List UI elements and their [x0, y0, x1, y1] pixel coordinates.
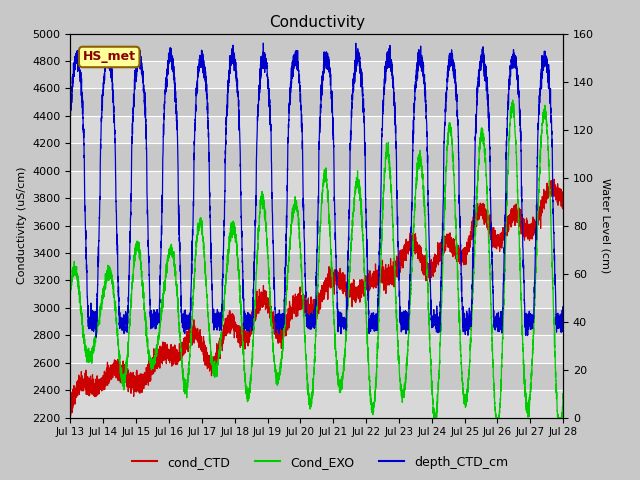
- Cond_EXO: [156, 324, 164, 330]
- depth_CTD_cm: [472, 117, 479, 123]
- depth_CTD_cm: [156, 273, 164, 279]
- depth_CTD_cm: [362, 225, 370, 230]
- depth_CTD_cm: [559, 323, 567, 328]
- depth_CTD_cm: [387, 57, 395, 62]
- Bar: [70, 308, 563, 336]
- Cond_EXO: [509, 97, 516, 103]
- cond_CTD: [67, 412, 74, 418]
- Bar: [70, 336, 563, 363]
- Bar: [70, 88, 563, 116]
- Text: HS_met: HS_met: [83, 50, 136, 63]
- Cond_EXO: [559, 391, 567, 396]
- depth_CTD_cm: [255, 83, 262, 88]
- Line: Cond_EXO: Cond_EXO: [70, 100, 563, 418]
- Line: cond_CTD: cond_CTD: [70, 179, 563, 415]
- Bar: [70, 34, 563, 61]
- Line: depth_CTD_cm: depth_CTD_cm: [70, 43, 563, 337]
- cond_CTD: [156, 356, 164, 361]
- Cond_EXO: [362, 299, 370, 305]
- Bar: [70, 61, 563, 88]
- Bar: [70, 226, 563, 253]
- Bar: [70, 280, 563, 308]
- Title: Conductivity: Conductivity: [269, 15, 365, 30]
- Bar: [70, 144, 563, 171]
- Cond_EXO: [387, 181, 395, 187]
- cond_CTD: [472, 213, 479, 219]
- depth_CTD_cm: [435, 328, 442, 334]
- Cond_EXO: [255, 225, 262, 230]
- depth_CTD_cm: [92, 334, 100, 340]
- cond_CTD: [67, 407, 74, 412]
- cond_CTD: [255, 294, 262, 300]
- Y-axis label: Conductivity (uS/cm): Conductivity (uS/cm): [17, 167, 27, 284]
- depth_CTD_cm: [259, 40, 267, 46]
- cond_CTD: [435, 254, 442, 260]
- Bar: [70, 390, 563, 418]
- cond_CTD: [362, 273, 370, 279]
- Y-axis label: Water Level (cm): Water Level (cm): [601, 178, 611, 273]
- Legend: cond_CTD, Cond_EXO, depth_CTD_cm: cond_CTD, Cond_EXO, depth_CTD_cm: [127, 451, 513, 474]
- cond_CTD: [387, 281, 395, 287]
- Bar: [70, 171, 563, 198]
- Cond_EXO: [435, 386, 442, 392]
- Bar: [70, 363, 563, 390]
- cond_CTD: [559, 193, 567, 199]
- depth_CTD_cm: [67, 113, 74, 119]
- Bar: [70, 116, 563, 144]
- Cond_EXO: [472, 222, 479, 228]
- Cond_EXO: [67, 291, 74, 297]
- Bar: [70, 198, 563, 226]
- cond_CTD: [550, 176, 558, 182]
- Cond_EXO: [431, 415, 438, 420]
- Bar: [70, 253, 563, 280]
